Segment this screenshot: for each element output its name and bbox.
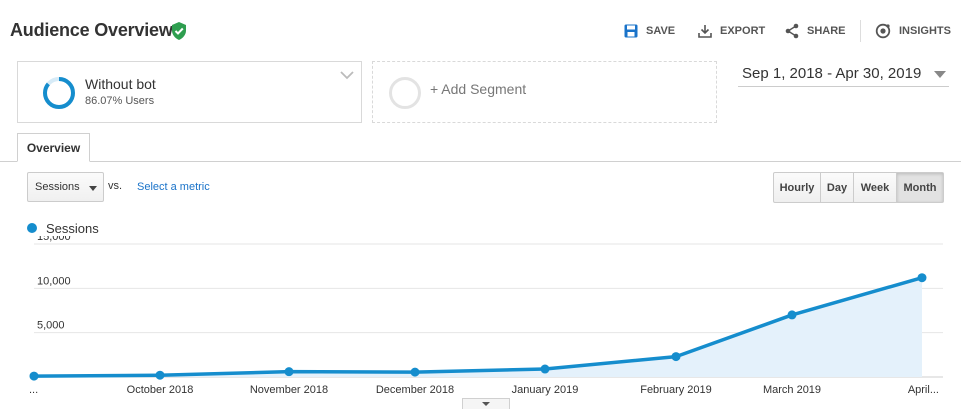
legend-label-sessions: Sessions	[46, 220, 99, 236]
granularity-day-button[interactable]: Day	[821, 173, 854, 202]
report-header: Audience Overview SAVE EXPORT SHARE	[0, 0, 961, 58]
share-label: SHARE	[807, 25, 846, 37]
data-point	[29, 371, 39, 381]
insights-label: INSIGHTS	[899, 25, 951, 37]
sessions-series-line	[33, 276, 923, 378]
y-tick-label: 5,000	[37, 320, 65, 332]
share-icon	[785, 23, 799, 39]
export-label: EXPORT	[720, 25, 766, 37]
data-point	[540, 364, 550, 374]
empty-segment-ring-icon	[389, 77, 421, 109]
chevron-down-icon[interactable]	[340, 70, 354, 80]
data-point	[155, 370, 165, 380]
x-tick-label: March 2019	[763, 384, 821, 396]
date-range-picker[interactable]: Sep 1, 2018 - Apr 30, 2019	[738, 60, 949, 87]
metric-select[interactable]: Sessions	[27, 172, 104, 202]
insights-icon	[875, 23, 891, 39]
data-point	[284, 367, 294, 377]
sessions-line-chart: 5,000 10,000 15,000... October 2018 November…	[29, 236, 943, 396]
data-point	[410, 367, 420, 377]
page-title: Audience Overview	[10, 20, 173, 40]
save-icon	[624, 24, 638, 38]
tab-overview[interactable]: Overview	[17, 133, 90, 162]
save-label: SAVE	[646, 25, 676, 37]
insights-button[interactable]: INSIGHTS	[875, 22, 951, 40]
add-segment-label: + Add Segment	[430, 81, 527, 97]
vs-label: vs.	[108, 180, 123, 192]
y-tick-label: 10,000	[37, 275, 71, 287]
x-tick-label: December 2018	[376, 384, 454, 396]
toolbar-divider	[860, 20, 861, 42]
x-tick-label: October 2018	[127, 384, 194, 396]
segment-users-share: 86.07% Users	[85, 95, 155, 107]
granularity-hourly-button[interactable]: Hourly	[774, 173, 821, 202]
segment-name: Without bot	[85, 76, 156, 92]
data-point	[917, 273, 927, 283]
granularity-month-button[interactable]: Month	[897, 173, 943, 202]
legend-swatch-sessions	[27, 223, 37, 233]
chart-expand-toggle[interactable]	[462, 398, 510, 409]
select-metric-link[interactable]: Select a metric	[137, 181, 210, 193]
tab-bar-divider	[0, 161, 961, 162]
x-tick-label: ...	[29, 384, 38, 396]
share-button[interactable]: SHARE	[785, 22, 846, 40]
x-tick-label: April...	[908, 384, 939, 396]
x-tick-label: February 2019	[640, 384, 712, 396]
data-point	[671, 352, 681, 362]
x-tick-label: January 2019	[512, 384, 579, 396]
granularity-toggle: Hourly Day Week Month	[773, 172, 944, 203]
metric-select-value: Sessions	[35, 181, 80, 193]
segment-share-ring-icon	[43, 77, 75, 109]
add-segment-button[interactable]: + Add Segment	[372, 61, 717, 123]
sessions-area	[34, 277, 922, 377]
download-icon	[698, 25, 712, 38]
caret-down-icon	[482, 402, 490, 406]
y-tick-label: 15,000	[37, 236, 71, 243]
x-tick-label: November 2018	[250, 384, 328, 396]
chart-legend: Sessions	[27, 220, 99, 236]
save-button[interactable]: SAVE	[624, 22, 675, 40]
segment-card-without-bot[interactable]: Without bot 86.07% Users	[17, 61, 362, 123]
verified-shield-icon	[172, 22, 186, 40]
caret-down-icon	[934, 71, 946, 78]
export-button[interactable]: EXPORT	[698, 22, 765, 40]
granularity-week-button[interactable]: Week	[854, 173, 897, 202]
data-point	[787, 310, 797, 320]
caret-down-icon	[89, 186, 97, 191]
date-range-text: Sep 1, 2018 - Apr 30, 2019	[742, 65, 922, 82]
